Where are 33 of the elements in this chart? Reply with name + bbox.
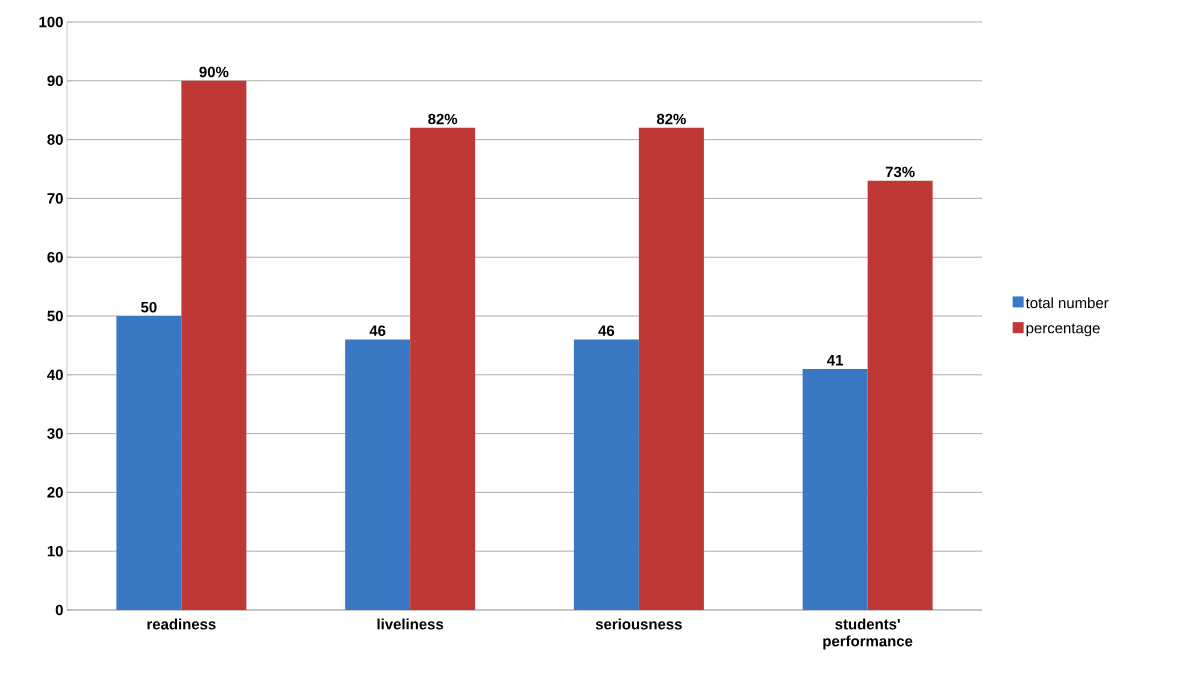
y-tick-label: 80 <box>47 134 63 145</box>
data-label: 46 <box>598 325 615 336</box>
y-tick-label: 0 <box>55 604 63 616</box>
data-label: 82% <box>656 113 686 125</box>
data-label: 82% <box>428 113 458 125</box>
bar <box>867 180 933 610</box>
legend-label: total number <box>1025 297 1109 309</box>
y-tick-label: 20 <box>47 487 63 498</box>
data-label: 90% <box>199 66 229 78</box>
bar <box>410 127 476 610</box>
bar <box>638 127 704 610</box>
data-label: 46 <box>369 325 386 336</box>
y-tick-label: 10 <box>47 545 63 557</box>
y-tick-label: 40 <box>47 369 63 381</box>
y-tick-label: 90 <box>47 75 63 87</box>
bar <box>802 368 868 610</box>
data-label: 50 <box>141 301 157 313</box>
bar <box>345 339 411 610</box>
data-label: 73% <box>885 166 915 178</box>
y-tick-label: 100 <box>39 16 63 28</box>
x-tick-label: seriousness <box>595 618 682 630</box>
y-tick-label: 70 <box>47 193 63 204</box>
x-tick-label: readiness <box>147 618 216 630</box>
x-tick-label: students' performance <box>823 618 913 650</box>
x-tick-label: liveliness <box>377 618 444 630</box>
y-tick-label: 60 <box>47 251 63 263</box>
data-label: 41 <box>827 355 844 366</box>
bar <box>116 316 182 610</box>
bar <box>573 339 639 610</box>
bar <box>181 80 247 610</box>
y-tick-label: 50 <box>47 310 63 322</box>
legend-label: percentage <box>1026 323 1100 337</box>
y-tick-label: 30 <box>47 428 63 439</box>
